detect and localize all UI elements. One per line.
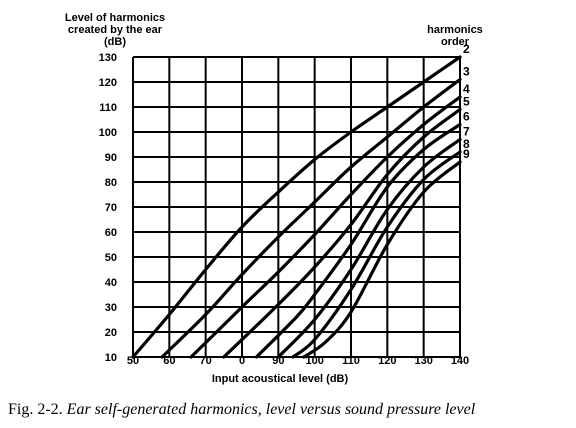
- x-tick-label: 50: [127, 355, 139, 367]
- figure-caption: Fig. 2-2. Ear self-generated harmonics, …: [8, 401, 568, 419]
- y-tick-label: 120: [99, 77, 117, 89]
- y-tick-label: 20: [105, 327, 117, 339]
- y-tick-labels: 10 20 30 40 50 60 70 80 90 100 110 120 130: [99, 52, 117, 364]
- y-tick-label: 90: [105, 152, 117, 164]
- x-tick-label: 0: [239, 355, 245, 367]
- caption-text: Ear self-generated harmonics, level vers…: [66, 401, 476, 418]
- y-tick-label: 10: [105, 352, 117, 364]
- series-label-order-5: 5: [463, 95, 470, 109]
- y-axis-title-line: Level of harmonics: [65, 12, 165, 24]
- series-line-order-5: [222, 107, 462, 359]
- series-line-order-2: [131, 55, 462, 359]
- x-tick-label: 110: [342, 355, 360, 367]
- y-tick-label: 110: [99, 102, 117, 114]
- y-axis-title-line: created by the ear: [68, 24, 163, 36]
- y-axis-title-line: (dB): [104, 36, 126, 48]
- x-tick-label: 100: [305, 355, 323, 367]
- series-lines: [131, 55, 462, 359]
- y-tick-label: 40: [105, 277, 117, 289]
- x-axis-title: Input acoustical level (dB): [212, 373, 349, 385]
- grid: [132, 56, 461, 358]
- series-label-order-3: 3: [463, 65, 470, 79]
- series-label-order-9: 9: [463, 147, 470, 161]
- x-tick-label: 90: [272, 355, 284, 367]
- x-tick-labels: 50 60 70 0 90 100 110 120 130 140: [127, 355, 469, 367]
- legend-title-line: harmonics: [427, 24, 483, 36]
- x-tick-label: 140: [451, 355, 469, 367]
- y-tick-label: 80: [105, 177, 117, 189]
- series-label-order-4: 4: [463, 82, 470, 96]
- series-line-order-6: [254, 122, 462, 359]
- y-tick-label: 30: [105, 302, 117, 314]
- series-line-order-7: [276, 137, 462, 359]
- legend-title-line: order: [441, 36, 470, 48]
- x-tick-label: 60: [163, 355, 175, 367]
- y-tick-label: 70: [105, 202, 117, 214]
- y-tick-label: 60: [105, 227, 117, 239]
- series-line-order-4: [189, 95, 462, 359]
- series-label-order-2: 2: [463, 42, 470, 56]
- series-label-order-7: 7: [463, 125, 470, 139]
- series-label-order-8: 8: [463, 137, 470, 151]
- y-tick-label: 130: [99, 52, 117, 64]
- series-line-order-3: [160, 77, 462, 359]
- x-tick-label: 120: [378, 355, 396, 367]
- series-line-order-8: [291, 150, 462, 359]
- y-tick-label: 50: [105, 252, 117, 264]
- x-tick-label: 130: [414, 355, 432, 367]
- y-tick-label: 100: [99, 127, 117, 139]
- series-label-order-6: 6: [463, 110, 470, 124]
- caption-prefix: Fig. 2-2.: [8, 401, 67, 418]
- x-tick-label: 70: [200, 355, 212, 367]
- series-line-order-9: [302, 160, 462, 359]
